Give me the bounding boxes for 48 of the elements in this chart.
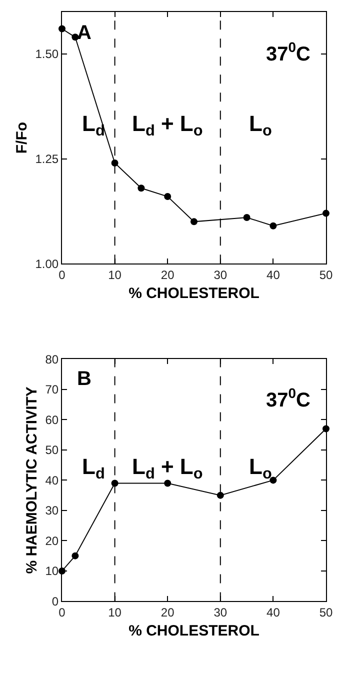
annotation: L$_{d}$ + L$_{o}$: [132, 111, 203, 140]
y-tick-label: 80: [45, 352, 59, 366]
point: [138, 184, 145, 192]
annotation: L$_{o}$: [249, 111, 272, 140]
annotation: L$_{d}$: [82, 454, 105, 483]
x-tick-label: 10: [108, 606, 122, 620]
y-tick-label: 60: [45, 412, 59, 427]
x-axis-title: % CHOLESTEROL: [128, 285, 260, 302]
annotation: A: [77, 22, 92, 44]
x-tick-label: 10: [108, 268, 122, 282]
y-tick-label: 50: [45, 443, 59, 458]
point: [72, 34, 79, 41]
x-tick-label: 50: [319, 268, 333, 282]
x-tick-label: 20: [160, 268, 175, 282]
point: [164, 480, 172, 487]
point: [72, 552, 79, 560]
annotation: L$_{d}$: [82, 111, 105, 140]
annotation: L$_{d}$ + L$_{o}$: [132, 454, 203, 483]
point: [111, 480, 118, 487]
y-tick-label: 70: [45, 382, 59, 397]
x-tick-label: 30: [214, 268, 228, 282]
y-axis-title: % HAEMOLYTIC ACTIVITY: [23, 386, 40, 574]
x-axis-title: % CHOLESTEROL: [128, 622, 260, 640]
x-tick-label: 40: [266, 606, 280, 620]
annotation: B: [77, 368, 92, 390]
point: [270, 222, 277, 230]
annotation: L$_{o}$: [249, 454, 272, 483]
annotation: 37$^{0}$C: [266, 385, 310, 412]
point: [111, 159, 118, 166]
y-axis-title: F/Fo: [13, 122, 30, 154]
annotation: 37$^{0}$C: [266, 39, 310, 66]
x-tick-label: 50: [319, 606, 333, 620]
y-tick-label: 30: [45, 504, 59, 518]
y-tick-label: 1.50: [35, 47, 59, 62]
y-tick-label: 1.25: [35, 152, 59, 166]
point: [190, 218, 198, 226]
point: [164, 193, 172, 200]
x-tick-label: 20: [160, 606, 175, 620]
y-tick-label: 20: [45, 534, 59, 548]
x-tick-label: 40: [266, 268, 280, 282]
y-tick-label: 0: [52, 594, 59, 608]
y-tick-label: 40: [45, 473, 59, 488]
y-tick-label: 10: [45, 564, 59, 578]
point: [270, 476, 277, 484]
point: [216, 492, 224, 499]
x-tick-label: 30: [214, 606, 228, 620]
point: [243, 214, 250, 221]
y-tick-label: 1.00: [35, 256, 59, 271]
